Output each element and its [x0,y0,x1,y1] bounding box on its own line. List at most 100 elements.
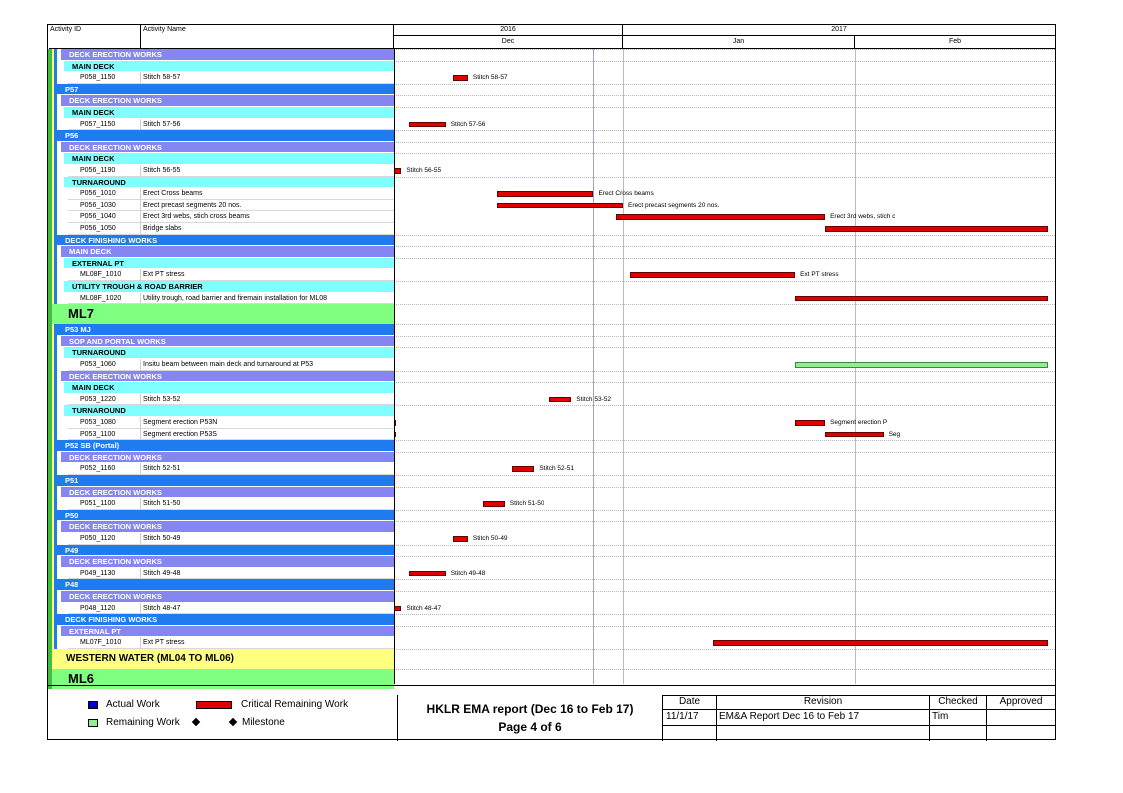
band-fill [64,347,394,359]
wbs-indent-strip [48,591,52,603]
band-label: DECK ERECTION WORKS [69,592,162,601]
wbs-indent-strip [54,625,57,638]
activity-id: P056_1030 [80,201,116,209]
group-band: DECK ERECTION WORKS [48,451,394,464]
wbs-indent-strip [52,223,54,235]
wbs-indent-strip [48,347,52,359]
table-row: P050_1120 Stitch 50-49 [48,533,394,545]
row-gridline [394,579,1055,581]
section-header: WESTERN WATER (ML04 TO ML06) [48,649,394,669]
wbs-indent-strip [48,211,52,223]
wbs-indent-strip [52,486,54,499]
row-gridline [394,281,1055,282]
wbs-indent-strip [54,567,57,580]
wbs-indent-strip [54,428,57,441]
wbs-indent-strip [52,95,54,107]
critical-bar [394,605,402,612]
activity-name: Utility trough, road barrier and firemai… [143,294,328,302]
group-band: DECK ERECTION WORKS [48,556,394,568]
wbs-indent-strip [54,393,57,406]
activity-name: Erect 3rd webs, stich cross beams [143,213,250,221]
remaining-bar [795,362,1048,368]
wbs-indent-strip [48,234,52,247]
bar-label: Stitch 58-57 [472,74,508,82]
band-label: MAIN DECK [72,61,115,71]
activity-row-fill [68,637,394,649]
band-label: P51 [65,476,79,485]
wbs-indent-strip [48,257,52,270]
group-band: P52 SB (Portal) [48,440,394,452]
wbs-indent-strip [54,556,57,568]
table-row: P056_1190 Stitch 56-55 [48,165,394,177]
wbs-indent-strip [54,257,57,270]
group-band: P48 [48,579,394,591]
wbs-indent-strip [52,417,54,429]
wbs-indent-strip [54,118,57,131]
bar-label: Erect precast segments 20 nos. [628,201,720,209]
activity-rows: DECK ERECTION WORKS MAIN DECK P058_1150 Sti… [48,49,1055,689]
wbs-indent-strip [52,544,54,557]
wbs-indent-strip [48,669,52,689]
wbs-indent-strip [54,417,57,429]
wbs-indent-strip [52,107,54,119]
row-gridline [394,234,1055,236]
band-fill [57,83,394,96]
wbs-indent-strip [48,107,52,119]
table-row: P051_1100 Stitch 51-50 [48,498,394,510]
row-gridline [394,176,1055,178]
row-gridline [394,475,1055,476]
band-label: MAIN DECK [72,383,115,393]
bar-label: Stitch 52-51 [539,465,575,473]
group-band: MAIN DECK [48,107,394,119]
critical-bar [512,466,535,472]
critical-bar [453,75,468,81]
wbs-indent-strip [52,246,54,258]
wbs-indent-strip [54,602,57,615]
band-label: DECK FINISHING WORKS [65,235,158,245]
wbs-indent-strip [54,246,57,258]
wbs-indent-strip [52,72,54,84]
band-fill [61,451,394,464]
wbs-indent-strip [54,130,57,142]
rev-header-date: Date [678,696,701,707]
wbs-indent-strip [52,591,54,603]
wbs-indent-strip [48,130,52,142]
wbs-indent-strip [54,533,57,545]
critical-bar [394,168,402,174]
band-fill [57,614,394,626]
column-divider [140,118,141,131]
wbs-indent-strip [48,463,52,475]
band-fill [57,440,394,452]
row-gridline [394,304,1055,306]
header-month-jan: Jan [623,36,855,49]
activity-row-fill [68,72,394,84]
row-gridline [394,95,1055,97]
section-header: ML6 [48,669,394,689]
wbs-indent-strip [48,292,52,305]
wbs-indent-strip [54,324,57,336]
wbs-indent-strip [48,417,52,429]
activity-id: P052_1160 [80,465,116,473]
bar-label: Seg [888,430,901,438]
group-band: MAIN DECK [48,60,394,73]
band-label: EXTERNAL PT [69,626,121,636]
wbs-indent-strip [48,533,52,545]
wbs-indent-strip [52,451,54,464]
group-band: UTILITY TROUGH & ROAD BARRIER [48,281,394,293]
row-gridline [394,521,1055,523]
wbs-indent-strip [48,188,52,200]
activity-row-fill [68,165,394,177]
wbs-indent-strip [52,165,54,177]
row-gridline [394,382,1055,384]
wbs-indent-strip [54,521,57,533]
activity-row-fill [68,417,394,429]
column-divider [140,292,141,305]
wbs-indent-strip [54,176,57,189]
activity-id: P056_1010 [80,190,116,198]
wbs-indent-strip [54,463,57,475]
wbs-indent-strip [54,234,57,247]
band-label: MAIN DECK [72,154,115,164]
column-divider [140,269,141,281]
activity-name: Stitch 58-57 [143,74,181,82]
wbs-indent-strip [48,335,52,348]
